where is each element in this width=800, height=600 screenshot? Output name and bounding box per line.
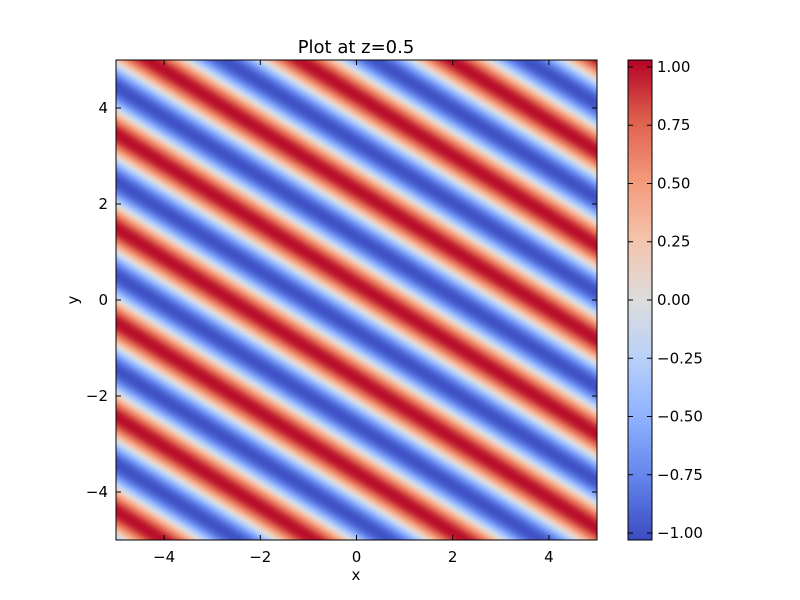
- y-tick-label: −4: [86, 483, 108, 501]
- colorbar-tick-label: 0.00: [657, 291, 690, 309]
- x-axis: −4 −2 0 2 4: [153, 60, 554, 566]
- colorbar-tick-label: 0.50: [657, 174, 690, 192]
- colorbar-tick-label: 1.00: [657, 58, 690, 76]
- chart-title: Plot at z=0.5: [298, 37, 415, 58]
- x-tick-label: 2: [448, 548, 458, 566]
- y-tick-label: 4: [98, 99, 108, 117]
- colorbar: −1.00 −0.75 −0.50 −0.25 0.00 0.25 0.50 0.75 1.00: [627, 58, 703, 542]
- x-axis-label: x: [352, 566, 361, 584]
- plot-area: [115, 59, 598, 541]
- x-tick-label: −4: [153, 548, 175, 566]
- colorbar-tick-label: −0.25: [657, 349, 703, 367]
- colorbar-tick-label: −0.75: [657, 466, 703, 484]
- colorbar-tick-label: 0.25: [657, 233, 690, 251]
- y-axis-label: y: [64, 295, 82, 304]
- y-tick-label: 2: [98, 195, 108, 213]
- heatmap-canvas: [116, 60, 597, 540]
- colorbar-tick-label: −1.00: [657, 524, 703, 542]
- colorbar-tick-label: −0.50: [657, 408, 703, 426]
- y-tick-label: −2: [86, 387, 108, 405]
- colorbar-tick-label: 0.75: [657, 116, 690, 134]
- colorbar-ticks: −1.00 −0.75 −0.50 −0.25 0.00 0.25 0.50 0.75 1.00: [628, 58, 703, 542]
- x-tick-label: 0: [352, 548, 362, 566]
- x-tick-label: 4: [544, 548, 554, 566]
- y-tick-label: 0: [98, 291, 108, 309]
- x-tick-label: −2: [249, 548, 271, 566]
- y-axis: −4 −2 0 2 4: [86, 99, 597, 501]
